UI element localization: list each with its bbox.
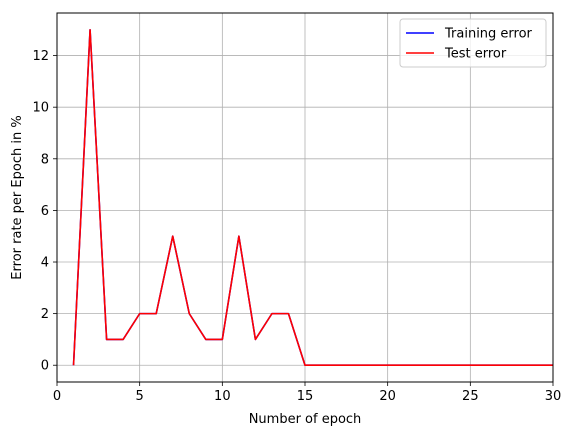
legend-box [399, 18, 547, 68]
x-tick-label: 25 [462, 389, 479, 404]
x-axis-ticks: 0 5 10 15 20 25 30 [53, 382, 561, 404]
x-tick-label: 15 [297, 389, 314, 404]
y-axis-title: Error rate per Epoch in % [10, 115, 25, 279]
y-tick-label: 10 [32, 101, 49, 116]
x-tick-label: 0 [53, 389, 61, 404]
y-tick-label: 12 [32, 49, 49, 64]
y-tick-label: 6 [41, 204, 49, 219]
series-line-test-error [72, 28, 553, 367]
legend-label-training-error: Training error [444, 27, 533, 42]
y-tick-label: 8 [41, 152, 49, 167]
y-tick-label: 2 [41, 307, 49, 322]
x-tick-label: 20 [379, 389, 396, 404]
x-axis-title: Number of epoch [249, 412, 362, 427]
y-axis-ticks: 0 2 4 6 8 10 12 [32, 49, 57, 374]
legend-label-test-error: Test error [444, 47, 507, 62]
series-lines [72, 28, 553, 367]
x-tick-label: 5 [136, 389, 144, 404]
y-tick-label: 4 [41, 256, 49, 271]
chart-legend: Training error Test error [399, 18, 547, 68]
x-tick-label: 30 [545, 389, 562, 404]
x-tick-label: 10 [214, 389, 231, 404]
y-tick-label: 0 [41, 359, 49, 374]
